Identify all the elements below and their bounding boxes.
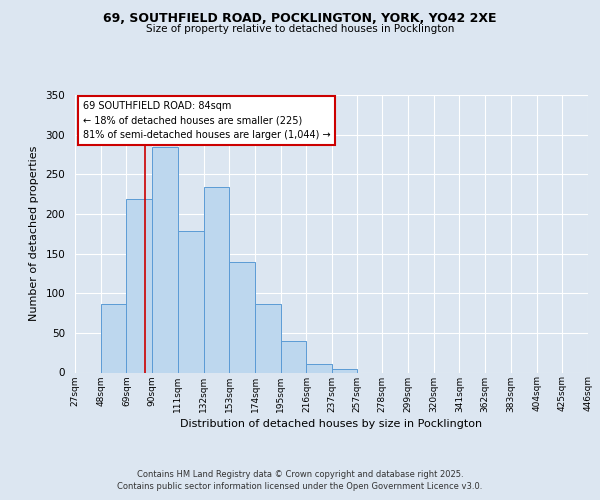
Text: 69 SOUTHFIELD ROAD: 84sqm
← 18% of detached houses are smaller (225)
81% of semi: 69 SOUTHFIELD ROAD: 84sqm ← 18% of detac… (83, 100, 331, 140)
Bar (101, 304, 127, 372)
Y-axis label: Number of detached properties: Number of detached properties (29, 146, 38, 322)
Text: Contains HM Land Registry data © Crown copyright and database right 2025.: Contains HM Land Registry data © Crown c… (137, 470, 463, 479)
Bar (332, 370, 356, 372)
Bar (281, 341, 307, 372)
Text: 69, SOUTHFIELD ROAD, POCKLINGTON, YORK, YO42 2XE: 69, SOUTHFIELD ROAD, POCKLINGTON, YORK, … (103, 12, 497, 26)
Bar (229, 262, 255, 372)
X-axis label: Distribution of detached houses by size in Pocklington: Distribution of detached houses by size … (181, 418, 482, 428)
Text: Contains public sector information licensed under the Open Government Licence v3: Contains public sector information licen… (118, 482, 482, 491)
Bar (127, 199, 152, 372)
Bar (203, 187, 229, 372)
Bar (178, 232, 203, 372)
Bar (152, 146, 178, 372)
Text: Size of property relative to detached houses in Pocklington: Size of property relative to detached ho… (146, 24, 454, 34)
Bar (255, 304, 281, 372)
Bar (307, 364, 332, 372)
